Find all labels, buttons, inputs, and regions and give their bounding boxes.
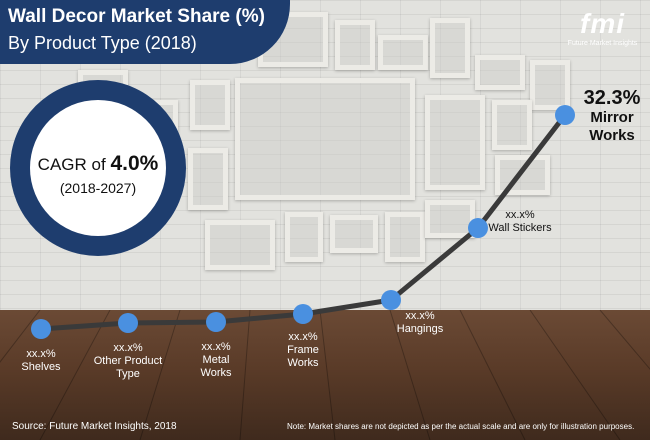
data-point-hangings (381, 290, 401, 310)
title-banner: Wall Decor Market Share (%) By Product T… (0, 0, 290, 64)
data-point-other-product-type (118, 313, 138, 333)
picture-frame-large (235, 78, 415, 200)
data-label-hangings: xx.x% Hangings (397, 310, 444, 335)
data-label-frame-works: xx.x% Frame Works (287, 331, 319, 369)
picture-frame (385, 212, 425, 262)
picture-frame (188, 148, 228, 210)
picture-frame (190, 80, 230, 130)
logo-text: fmi (580, 8, 625, 39)
picture-frame (475, 55, 525, 90)
picture-frame (495, 155, 550, 195)
data-point-frame-works (293, 304, 313, 324)
wood-floor (0, 310, 650, 440)
cagr-prefix: CAGR of (37, 155, 106, 174)
floor-planks (0, 310, 650, 440)
cagr-period: (2018-2027) (59, 180, 137, 196)
data-point-wall-stickers (468, 218, 488, 238)
cagr-badge-inner: CAGR of 4.0% (2018-2027) (30, 100, 166, 236)
data-point-shelves (31, 319, 51, 339)
chart-subtitle: By Product Type (2018) (8, 33, 197, 53)
picture-frame (378, 35, 428, 70)
picture-frame (205, 220, 275, 270)
data-point-mirror-works (555, 105, 575, 125)
source-note: Source: Future Market Insights, 2018 (12, 421, 177, 432)
picture-frame (335, 20, 375, 70)
picture-frame (285, 212, 323, 262)
data-label-mirror-works: 32.3% Mirror Works (584, 87, 641, 144)
data-label-metal-works: xx.x% Metal Works (201, 341, 232, 379)
logo-subtext: Future Market Insights (567, 40, 638, 47)
cagr-text: CAGR of 4.0% (30, 152, 166, 176)
series-line (40, 113, 567, 332)
cagr-badge: CAGR of 4.0% (2018-2027) (10, 80, 186, 256)
data-label-shelves: xx.x% Shelves (21, 348, 61, 373)
data-point-metal-works (206, 312, 226, 332)
fmi-logo: fmi Future Market Insights (560, 8, 645, 48)
picture-frame (425, 95, 485, 190)
picture-frame (425, 200, 475, 238)
picture-frame (430, 18, 470, 78)
chart-title: Wall Decor Market Share (%) (8, 6, 265, 27)
picture-frame (330, 215, 378, 253)
picture-frame (492, 100, 532, 150)
picture-frame (530, 60, 570, 110)
data-label-wall-stickers: xx.x% Wall Stickers (488, 209, 552, 234)
data-label-other-product-type: xx.x% Other Product Type (94, 342, 162, 380)
disclaimer-note: Note: Market shares are not depicted as … (287, 422, 635, 431)
cagr-value: 4.0% (110, 152, 159, 175)
